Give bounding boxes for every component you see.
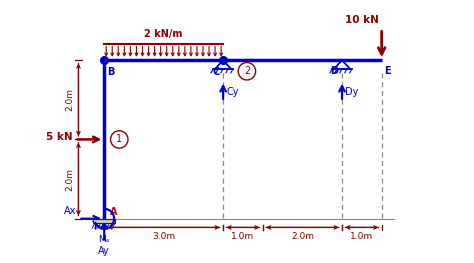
Text: 1.0m: 1.0m	[350, 232, 374, 241]
Text: Dy: Dy	[345, 87, 359, 97]
Text: B: B	[108, 67, 115, 77]
Text: 3.0m: 3.0m	[152, 232, 175, 241]
Text: Ax: Ax	[64, 206, 76, 216]
Text: Cy: Cy	[226, 87, 239, 97]
Text: Mₐ: Mₐ	[99, 235, 110, 244]
Text: E: E	[384, 66, 391, 76]
Bar	[93, 219, 115, 223]
Text: 2.0m: 2.0m	[291, 232, 314, 241]
Text: Ay: Ay	[98, 246, 110, 256]
Text: 5 kN: 5 kN	[46, 132, 73, 142]
Text: 10 kN: 10 kN	[345, 15, 379, 25]
Text: D: D	[330, 66, 338, 76]
Text: 2: 2	[244, 66, 250, 76]
Text: 2.0m: 2.0m	[65, 168, 74, 191]
Text: 1: 1	[116, 134, 122, 144]
Text: 2 kN/m: 2 kN/m	[145, 29, 183, 39]
Text: 1.0m: 1.0m	[231, 232, 255, 241]
Text: C: C	[213, 67, 220, 77]
Text: 2.0m: 2.0m	[65, 88, 74, 111]
Text: A: A	[110, 207, 117, 217]
